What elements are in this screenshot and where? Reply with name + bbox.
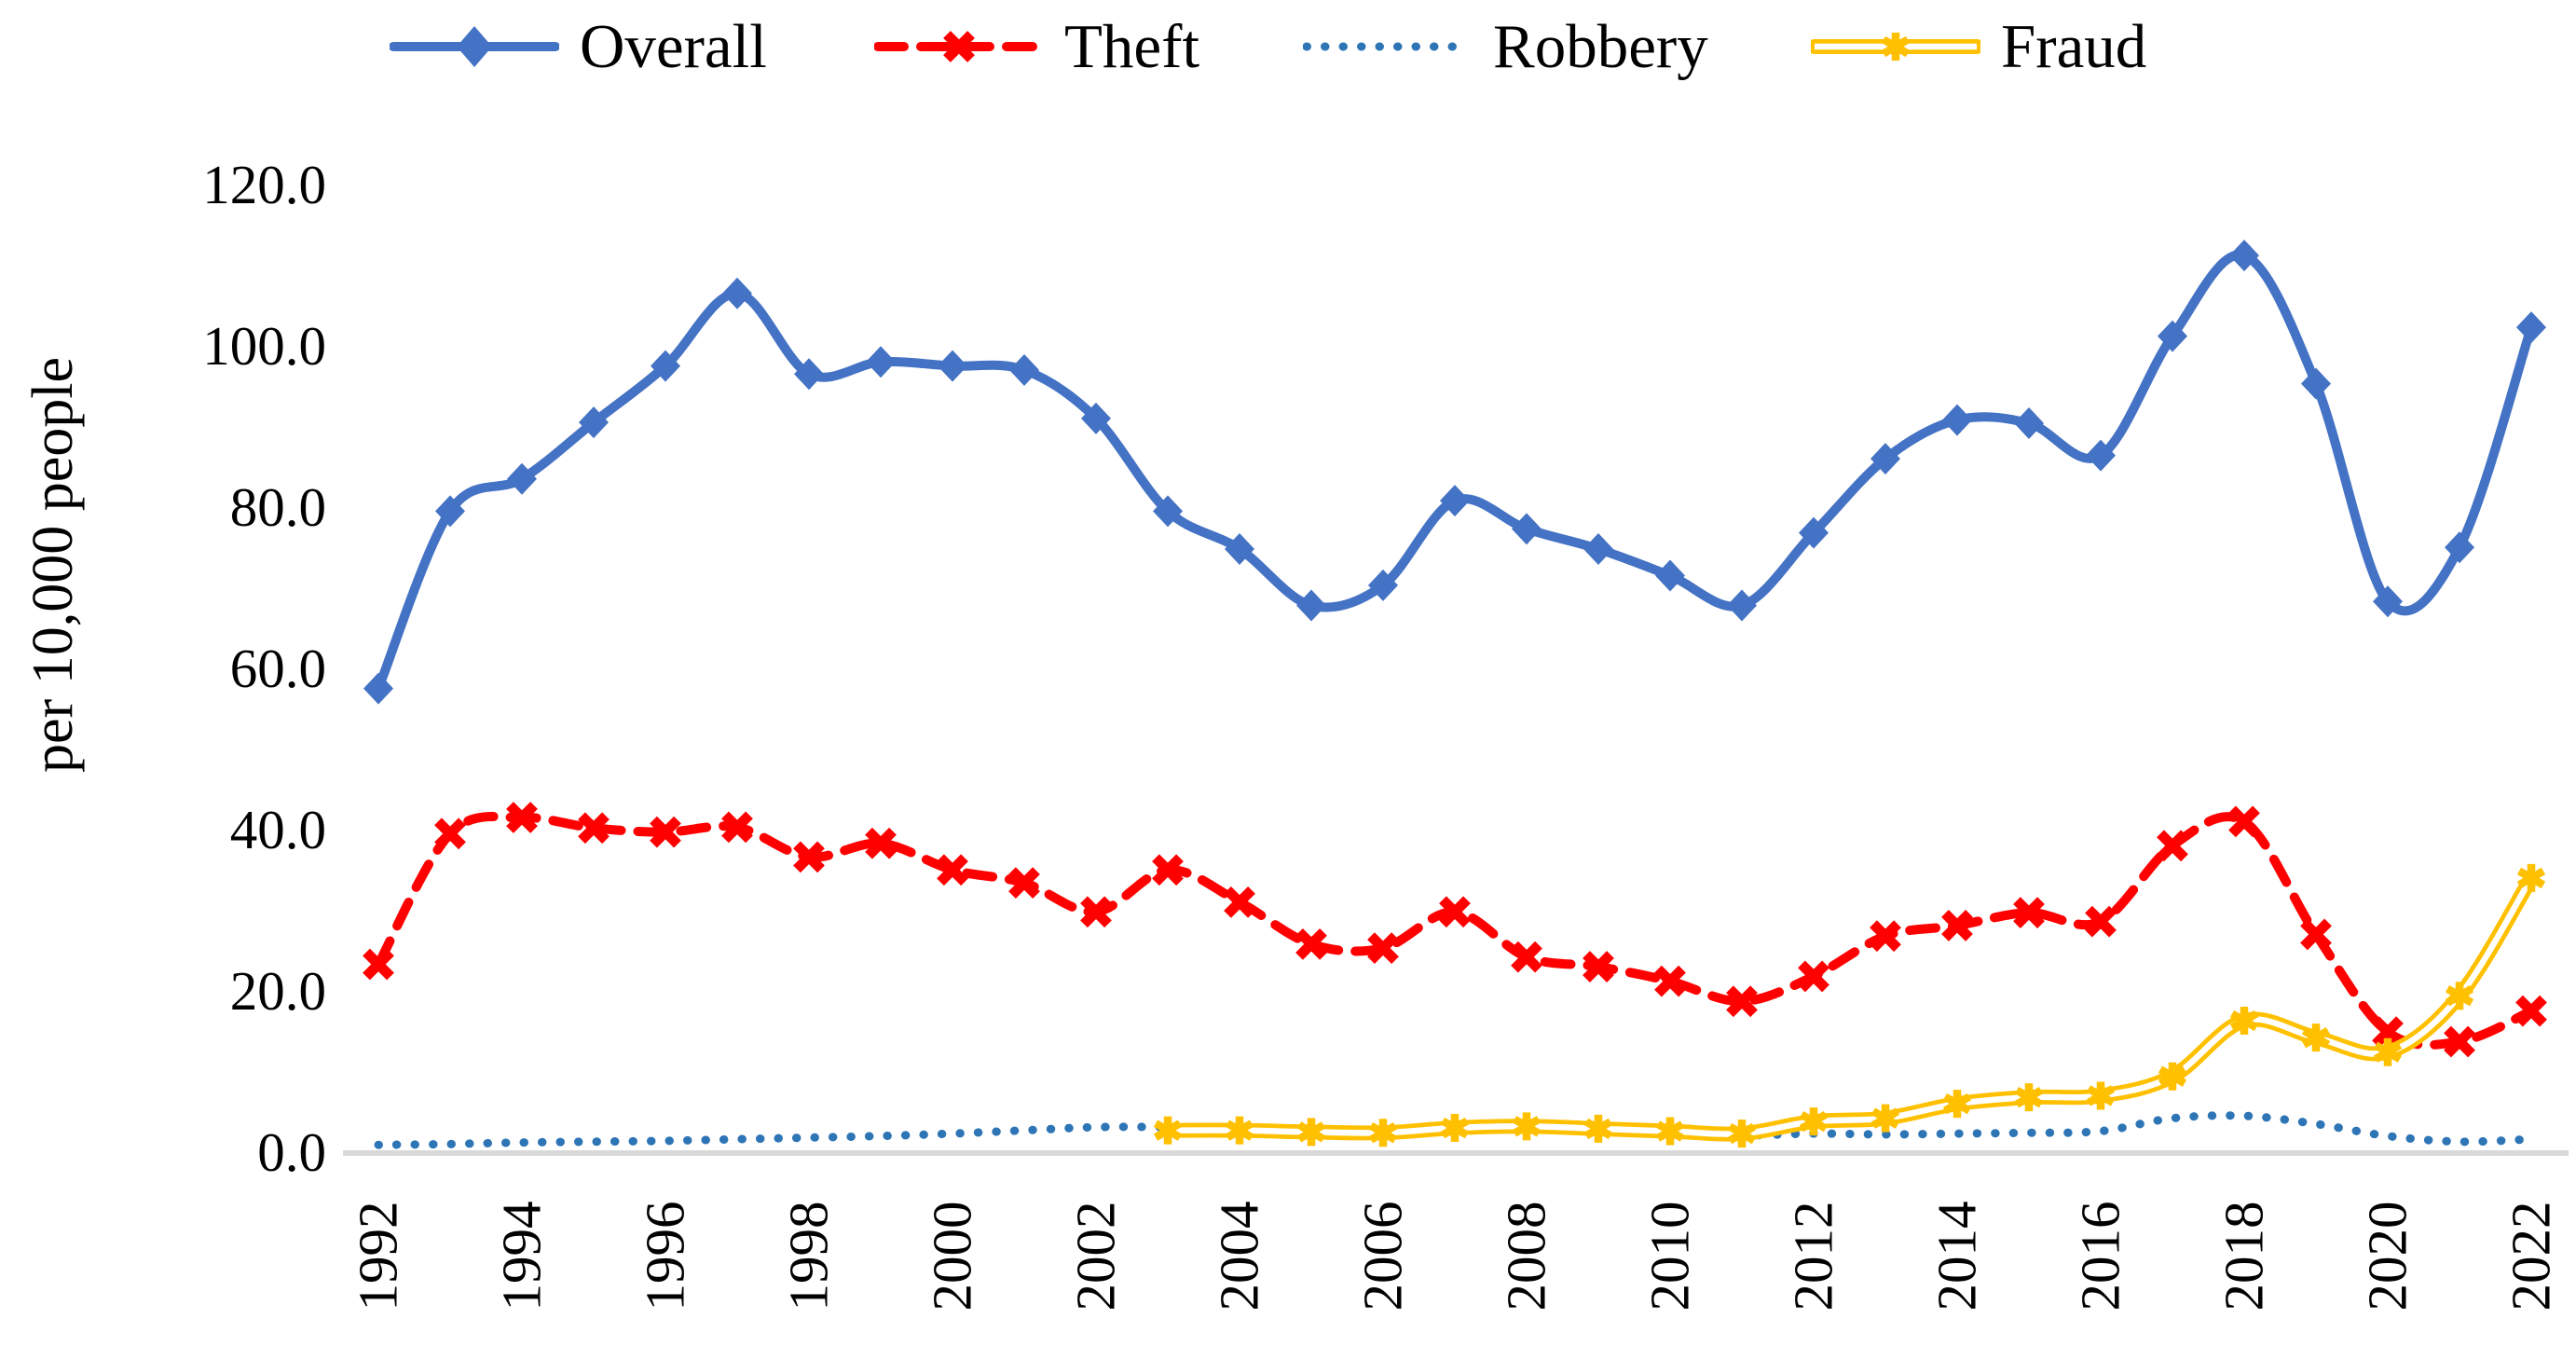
legend-label-fraud: Fraud [2001, 12, 2147, 81]
legend-item-overall: Overall [390, 7, 767, 86]
x-axis-tick-label: 1994 [490, 1201, 553, 1311]
y-axis-tick-label: 120.0 [202, 154, 326, 215]
x-axis-tick-label: 2016 [2069, 1201, 2131, 1311]
x-axis-tick-label: 2004 [1208, 1201, 1270, 1311]
y-axis-title: per 10,000 people [21, 357, 85, 773]
legend-label-overall: Overall [580, 12, 767, 81]
overall-line-swatch-icon [390, 26, 559, 67]
series-theft [363, 802, 2547, 1058]
series-fraud [1153, 863, 2546, 1148]
series-overall [363, 240, 2546, 705]
legend-item-theft: Theft [874, 7, 1199, 86]
theft-line-swatch-icon [874, 31, 1044, 62]
series-robbery [374, 1111, 2536, 1149]
x-axis-tick-label: 2020 [2356, 1201, 2418, 1311]
x-axis-tick-label: 2018 [2213, 1201, 2275, 1311]
x-axis-tick-label: 2002 [1064, 1201, 1127, 1311]
fraud-line-swatch-icon [1811, 33, 1980, 61]
x-axis-tick-label: 1998 [777, 1201, 840, 1311]
x-axis-tick-label: 2022 [2500, 1201, 2562, 1311]
x-axis-tick-label: 1996 [634, 1201, 696, 1311]
x-axis-tick-label: 2008 [1495, 1201, 1557, 1311]
x-axis-tick-label: 2010 [1638, 1201, 1701, 1311]
legend-label-theft: Theft [1064, 12, 1200, 81]
y-axis-tick-label: 80.0 [229, 476, 326, 538]
x-axis-tick-label: 2014 [1925, 1201, 1988, 1311]
legend-label-robbery: Robbery [1493, 12, 1708, 81]
y-axis-tick-label: 0.0 [257, 1121, 326, 1183]
y-axis-tick-label: 100.0 [202, 315, 326, 377]
x-axis-tick-label: 1992 [347, 1201, 409, 1311]
robbery-line-swatch-icon [1303, 42, 1473, 51]
y-axis-tick-label: 60.0 [229, 638, 326, 699]
x-axis-tick-label: 2006 [1351, 1201, 1414, 1311]
legend-item-fraud: Fraud [1811, 7, 2146, 86]
x-axis-tick-label: 2000 [921, 1201, 983, 1311]
y-axis-tick-label: 40.0 [229, 799, 326, 860]
x-axis-tick-label: 2012 [1782, 1201, 1844, 1311]
y-axis-tick-label: 20.0 [229, 960, 326, 1022]
legend-item-robbery: Robbery [1303, 7, 1708, 86]
